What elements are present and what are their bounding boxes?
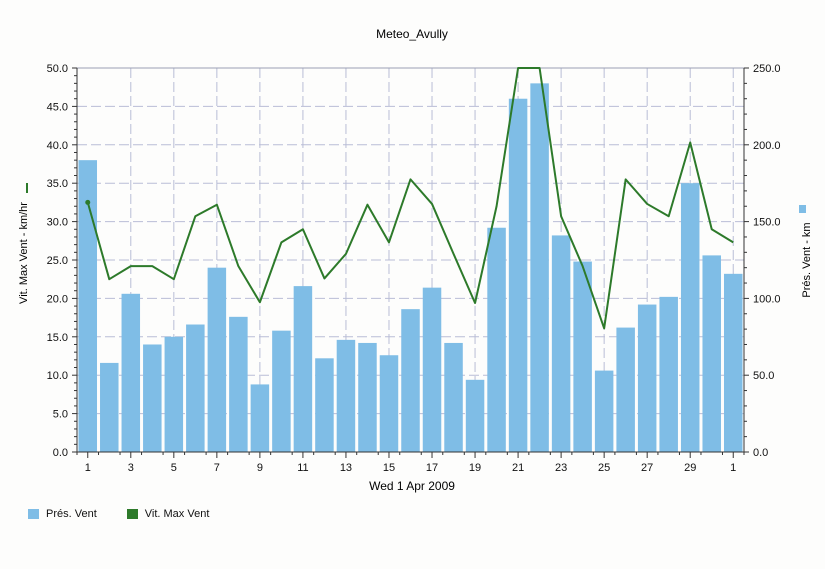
x-axis-tick-label: 25 (598, 462, 610, 474)
x-axis-tick-label: 1 (730, 462, 736, 474)
axes: 0.05.010.015.020.025.030.035.040.045.050… (47, 63, 781, 474)
bar (616, 327, 635, 452)
bar (487, 227, 506, 452)
line-path (86, 67, 734, 330)
left-axis-label: Vit. Max Vent - km/hr (18, 202, 30, 304)
bar (573, 261, 592, 452)
bar (379, 355, 399, 452)
x-axis-tick-label: 23 (555, 462, 567, 474)
x-axis-tick-label: 5 (171, 462, 177, 474)
legend-swatch-bar (28, 509, 39, 519)
bar (637, 304, 657, 452)
legend-item-pres-vent[interactable]: Prés. Vent (28, 508, 97, 520)
bar (229, 316, 248, 452)
x-axis-tick-label: 19 (469, 462, 481, 474)
left-axis-tick-label: 40.0 (47, 140, 68, 152)
legend-item-vit-max-vent[interactable]: Vit. Max Vent (126, 508, 210, 520)
right-axis-tick-label: 150.0 (753, 217, 781, 229)
x-axis-tick-label: 21 (512, 462, 524, 474)
left-axis-tick-label: 30.0 (47, 217, 68, 229)
bar (530, 83, 549, 453)
left-axis-tick-label: 35.0 (47, 178, 68, 190)
bar (250, 384, 270, 452)
right-axis-tick-label: 200.0 (753, 140, 781, 152)
x-axis-tick-label: 1 (85, 462, 91, 474)
left-axis-tick-label: 20.0 (47, 293, 68, 305)
bar (680, 183, 700, 452)
x-axis-tick-label: 3 (128, 462, 134, 474)
x-axis-tick-label: 27 (641, 462, 653, 474)
bar (723, 273, 743, 452)
bar (315, 358, 334, 452)
left-axis-tick-label: 45.0 (47, 101, 68, 113)
right-axis-tick-label: 100.0 (753, 293, 781, 305)
x-axis-tick-label: 9 (257, 462, 263, 474)
bar (164, 336, 184, 452)
bar (465, 379, 485, 452)
bar (272, 330, 291, 452)
bar (508, 98, 528, 452)
x-axis-label: Wed 1 Apr 2009 (369, 479, 455, 493)
line-point (85, 199, 91, 205)
bar (78, 160, 98, 452)
legend-label: Prés. Vent (46, 508, 97, 520)
bar (594, 370, 614, 452)
chart-title: Meteo_Avully (376, 27, 448, 41)
right-axis-tick-label: 50.0 (753, 370, 774, 382)
bar (422, 287, 442, 452)
x-axis-tick-label: 7 (214, 462, 220, 474)
bar-series (78, 83, 743, 453)
x-axis-tick-label: 13 (340, 462, 352, 474)
bar (207, 267, 227, 452)
left-axis-tick-label: 10.0 (47, 370, 68, 382)
x-axis-tick-label: 17 (426, 462, 438, 474)
left-axis-tick-label: 5.0 (53, 409, 68, 421)
left-axis-tick-label: 25.0 (47, 255, 68, 267)
right-axis-label: Prés. Vent - km (801, 222, 813, 297)
right-axis-tick-label: 250.0 (753, 63, 781, 75)
bar (444, 342, 463, 452)
bar (401, 309, 420, 452)
bar (702, 255, 721, 452)
x-axis-tick-label: 11 (297, 462, 308, 474)
left-axis-tick-label: 0.0 (53, 447, 68, 459)
bar (336, 339, 356, 452)
bar (551, 235, 571, 452)
bar (293, 286, 313, 452)
legend: Prés. Vent Vit. Max Vent (28, 508, 239, 520)
legend-label: Vit. Max Vent (144, 508, 210, 520)
bar (659, 296, 678, 452)
bar (121, 293, 141, 452)
x-axis-tick-label: 15 (383, 462, 395, 474)
bar (358, 342, 377, 452)
legend-swatch-line (126, 509, 138, 519)
left-axis-tick-label: 15.0 (47, 332, 68, 344)
line-series (85, 67, 734, 330)
right-axis-legend-mark (799, 205, 806, 213)
bar (143, 344, 162, 452)
bar (100, 362, 119, 452)
bar (186, 324, 205, 452)
right-axis-tick-label: 0.0 (753, 447, 768, 459)
left-axis-tick-label: 50.0 (47, 63, 68, 75)
x-axis-tick-label: 29 (684, 462, 696, 474)
